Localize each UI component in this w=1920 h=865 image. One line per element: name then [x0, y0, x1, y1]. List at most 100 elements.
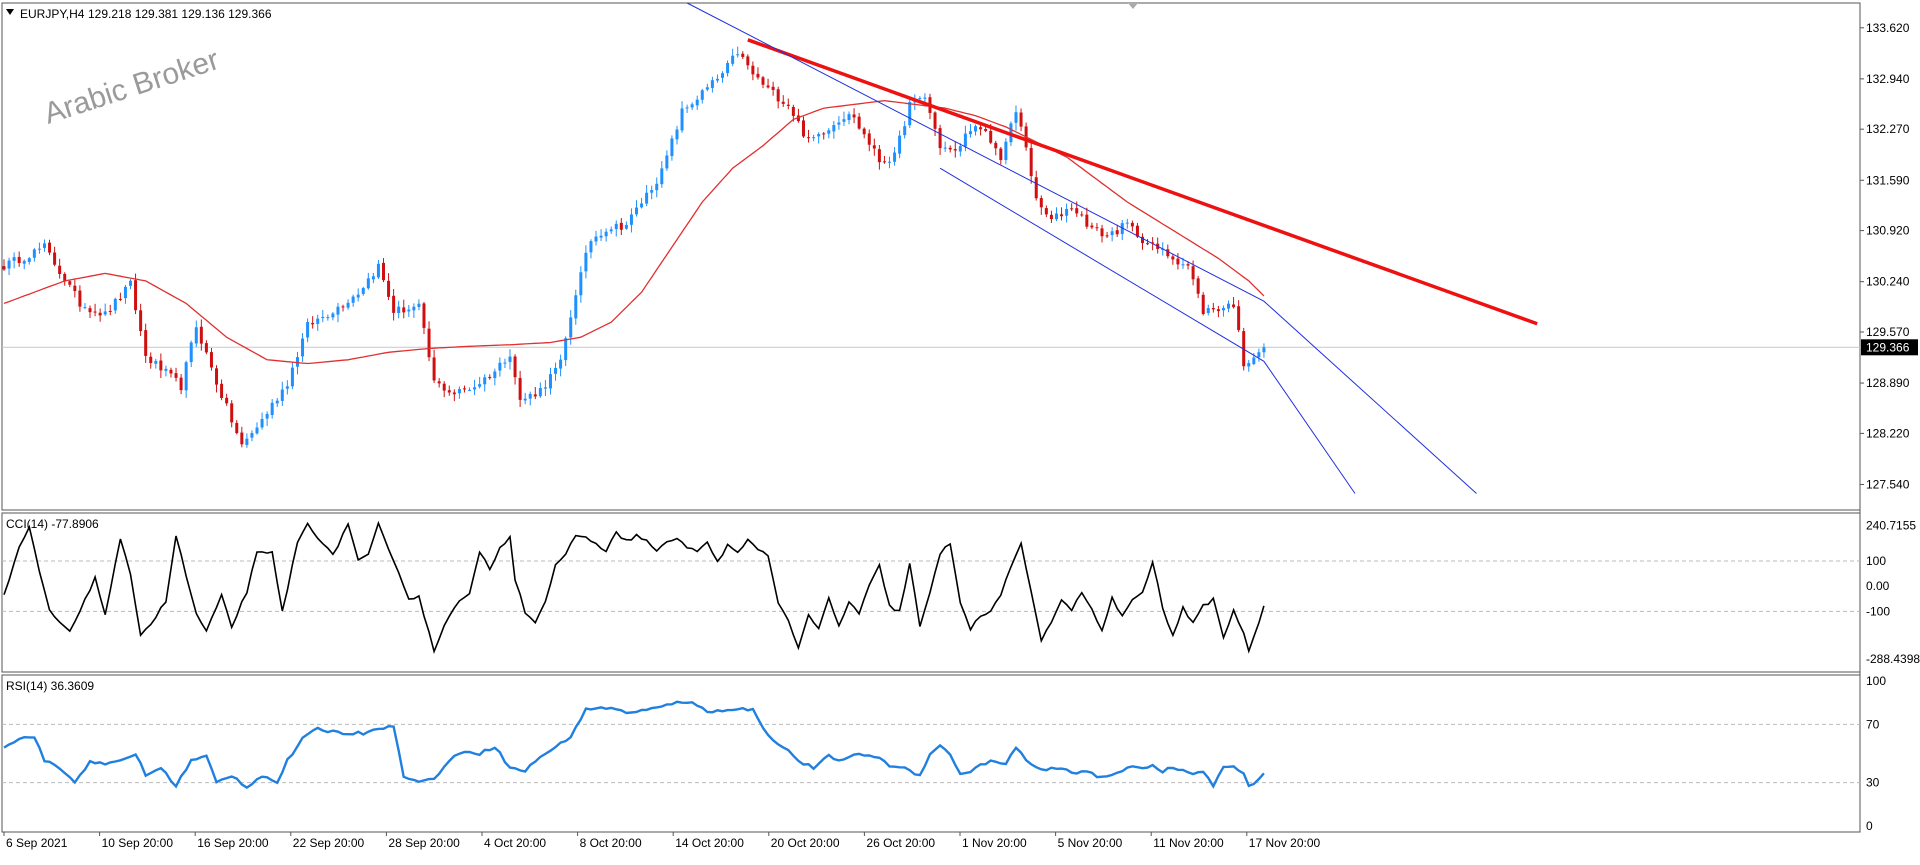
candle — [1029, 142, 1033, 184]
candle — [48, 239, 52, 256]
candle-body — [1186, 264, 1190, 266]
candle — [290, 362, 294, 390]
candle-body — [1181, 264, 1185, 266]
candle — [807, 129, 811, 143]
candle — [650, 185, 654, 200]
candle — [498, 357, 502, 377]
candle — [958, 143, 962, 157]
candle-body — [1125, 222, 1129, 224]
candle-body — [103, 311, 107, 315]
candle-body — [280, 389, 284, 401]
candle-body — [619, 222, 623, 230]
candle — [493, 368, 497, 386]
candle — [326, 314, 330, 321]
candle — [528, 391, 532, 406]
candle — [204, 340, 208, 355]
candle — [1146, 239, 1150, 246]
candle — [548, 367, 552, 395]
candle — [1201, 292, 1205, 316]
indicator-tick-label: 70 — [1866, 717, 1880, 731]
candle-body — [1151, 242, 1155, 244]
candle — [230, 400, 234, 428]
candle — [83, 303, 87, 310]
candle — [123, 284, 127, 304]
candle — [88, 305, 92, 318]
candle — [301, 333, 305, 362]
candle — [447, 385, 451, 396]
candle-body — [1065, 208, 1069, 216]
candle-body — [857, 116, 861, 129]
candle — [321, 310, 325, 323]
candle-body — [301, 338, 305, 357]
candle — [58, 258, 62, 279]
candle-body — [822, 133, 826, 135]
channel-lower-line[interactable] — [939, 167, 1356, 494]
candle — [1216, 305, 1220, 318]
candle-body — [316, 318, 320, 324]
candle-body — [695, 99, 699, 106]
candle-body — [483, 377, 487, 385]
candle — [756, 67, 760, 80]
time-tick-label: 26 Oct 20:00 — [866, 836, 935, 850]
candle-body — [134, 280, 138, 311]
candle-body — [614, 223, 618, 230]
candle — [331, 311, 335, 321]
candle-body — [538, 388, 542, 397]
candle — [382, 258, 385, 283]
candle — [442, 381, 446, 398]
candle — [554, 362, 558, 381]
candle-body — [493, 371, 497, 379]
candle-body — [1227, 303, 1231, 309]
candle-body — [832, 125, 836, 132]
candle — [665, 150, 669, 171]
candle — [786, 98, 790, 110]
candle — [1196, 275, 1200, 299]
candle — [660, 161, 664, 188]
candle — [220, 379, 224, 401]
candle-body — [1110, 231, 1114, 235]
candle-body — [594, 236, 598, 242]
candle — [801, 116, 805, 138]
candle — [614, 220, 618, 237]
candle-body — [827, 130, 831, 134]
candle-body — [452, 392, 456, 395]
candle-body — [579, 272, 583, 296]
candle-body — [872, 145, 876, 149]
channel-upper-line[interactable] — [686, 2, 1477, 494]
candle-body — [589, 241, 593, 253]
candle — [766, 78, 770, 89]
candle — [675, 125, 679, 145]
candle-body — [209, 352, 213, 368]
indicator-tick-label: 30 — [1866, 776, 1880, 790]
candle-body — [290, 367, 294, 387]
candle — [22, 259, 26, 270]
candle — [113, 297, 117, 314]
candle-body — [989, 130, 993, 143]
time-tick-label: 20 Oct 20:00 — [771, 836, 840, 850]
collapse-triangle-icon[interactable] — [6, 9, 14, 15]
candle-body — [508, 356, 512, 362]
candle — [953, 141, 957, 158]
candle — [635, 200, 638, 217]
candle-body — [1054, 213, 1058, 220]
candle — [240, 426, 244, 448]
candle-body — [746, 56, 750, 66]
trendline[interactable] — [747, 38, 1538, 326]
candle-body — [1247, 363, 1251, 367]
candle-body — [1211, 308, 1215, 310]
candle-body — [968, 131, 972, 135]
candle-body — [1237, 306, 1241, 331]
chart-shift-marker-icon[interactable] — [1128, 3, 1138, 9]
candle-body — [275, 400, 279, 404]
candle — [1120, 219, 1124, 241]
candle-body — [842, 119, 846, 122]
cci-line — [3, 520, 1265, 655]
candle — [609, 226, 613, 234]
candle — [974, 124, 978, 136]
candle-body — [766, 85, 770, 88]
candle — [968, 123, 972, 138]
candle — [457, 386, 461, 399]
candle — [1039, 195, 1043, 215]
time-axis: 6 Sep 2021 10 Sep 20:00 16 Sep 20:00 22 Sep… — [3, 832, 1321, 850]
candle-body — [1004, 141, 1008, 161]
